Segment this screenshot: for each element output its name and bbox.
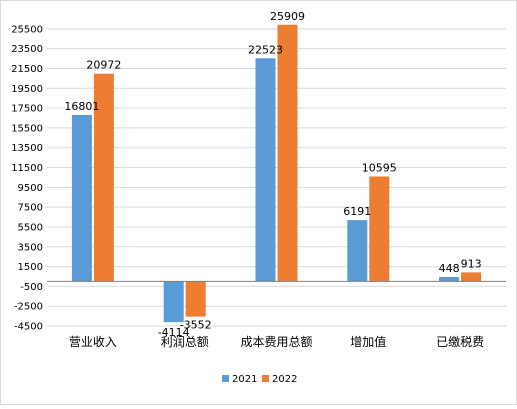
y-tick-label: 23500 <box>11 44 43 55</box>
y-tick-label: -4500 <box>14 322 43 333</box>
legend: 2021 2022 <box>222 374 297 385</box>
data-label: 6191 <box>343 205 371 218</box>
data-label: 913 <box>461 257 482 270</box>
bar-2021 <box>439 276 460 282</box>
data-label: 10595 <box>362 161 397 174</box>
y-tick-label: 1500 <box>18 262 43 273</box>
legend-swatch-2021 <box>222 375 229 382</box>
y-tick-label: 21500 <box>11 64 43 75</box>
bar-2021 <box>255 58 276 282</box>
x-axis-category-labels: 营业收入 利润总额 成本费用总额 增加值 已缴税费 <box>69 334 484 349</box>
data-label: -3552 <box>180 319 212 332</box>
category-label: 利润总额 <box>161 335 209 349</box>
y-tick-label: -2500 <box>14 302 43 313</box>
bar-2022 <box>277 24 298 282</box>
category-label: 成本费用总额 <box>240 335 312 349</box>
data-label: 448 <box>439 262 460 275</box>
legend-label: 2021 <box>232 374 257 385</box>
legend-label: 2022 <box>272 374 297 385</box>
category-label: 已缴税费 <box>436 334 484 349</box>
bar-2022 <box>461 272 482 282</box>
data-label: -4114 <box>158 326 190 339</box>
y-tick-label: 7500 <box>18 203 43 214</box>
y-tick-label: 3500 <box>18 242 43 253</box>
data-label: 16801 <box>64 100 99 113</box>
bar-2022 <box>185 281 206 317</box>
bar-2022 <box>93 73 114 282</box>
bars <box>71 24 482 323</box>
y-tick-label: 11500 <box>11 163 43 174</box>
y-tick-label: 19500 <box>11 84 43 95</box>
bar-2022 <box>369 176 390 282</box>
bar-2021 <box>163 281 184 323</box>
data-label: 25909 <box>270 10 305 23</box>
data-label: 20972 <box>86 59 121 72</box>
y-tick-label: 5500 <box>18 222 43 233</box>
y-tick-label: 13500 <box>11 143 43 154</box>
bar-2021 <box>71 114 92 282</box>
data-labels: 16801 20972 -4114-3552 22523 25909 6191 10595 4… <box>64 10 481 339</box>
y-tick-label: 17500 <box>11 104 43 115</box>
bar-2021 <box>347 220 368 282</box>
category-label: 增加值 <box>350 334 386 349</box>
y-tick-label: 25500 <box>11 24 43 35</box>
y-axis-tick-labels: -4500 -2500 -500 1500 3500 5500 7500 9500 11500 1… <box>11 24 43 332</box>
legend-swatch-2022 <box>262 375 269 382</box>
y-tick-label: 15500 <box>11 123 43 134</box>
y-tick-label: -500 <box>20 282 43 293</box>
data-label: 22523 <box>248 43 283 56</box>
y-tick-label: 9500 <box>18 183 43 194</box>
category-label: 营业收入 <box>69 335 117 349</box>
gridlines <box>47 28 506 327</box>
